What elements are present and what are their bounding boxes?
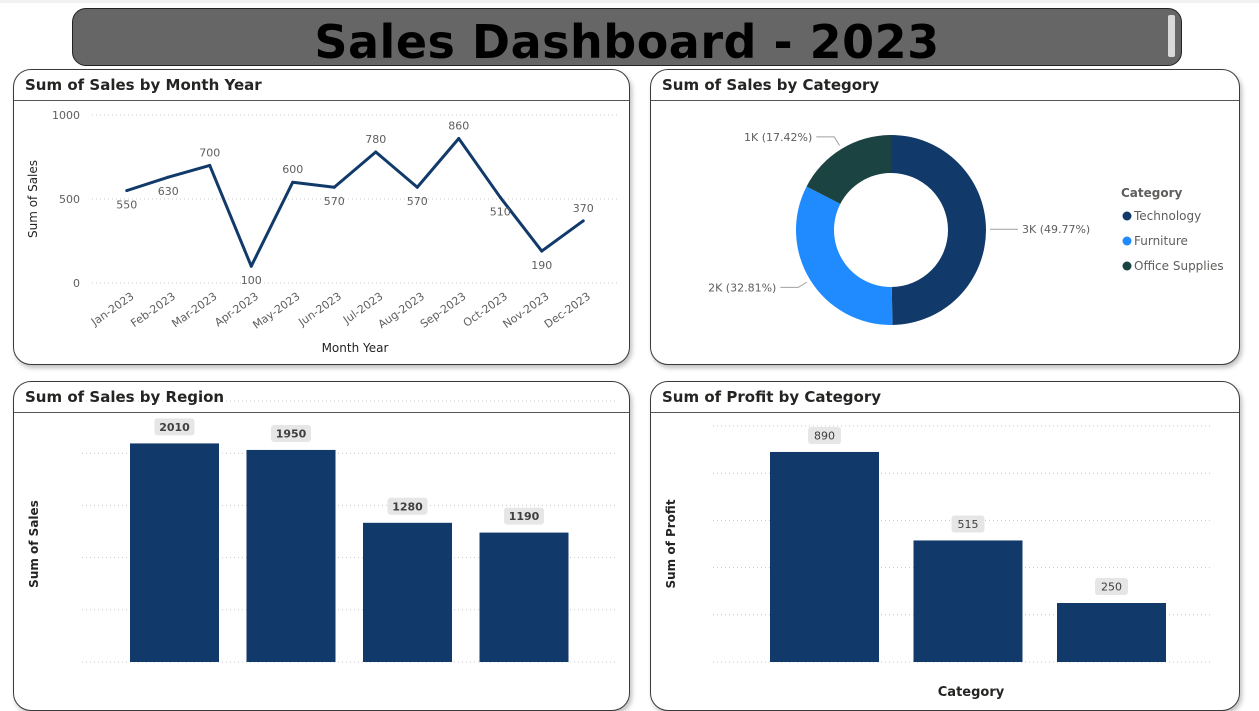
data-label-background [504,507,544,525]
data-label: 860 [448,120,469,133]
dashboard-banner: Sales Dashboard - 2023 [72,8,1182,69]
x-tick-label: Mar-2023 [169,290,219,330]
bar [1057,603,1166,662]
line-point [374,150,378,154]
data-label-background [1095,578,1128,595]
y-tick-label: 500 [59,193,80,206]
profit-by-category-card[interactable]: 890 515 250 Sum of Profit Category Sum of Pr… [650,381,1240,711]
sales-by-month-chart: 0 500 1000 550 630 700 100 600 570 780 570 860 510 19… [26,109,620,355]
profit-by-category-chart: 890 515 250 Sum of Profit Category [664,425,1211,700]
sales-by-category-title: Sum of Sales by Category [651,70,1239,101]
y-tick-label: 1000 [52,109,80,122]
bar [479,532,569,662]
data-label: 1950 [276,427,307,440]
leader-line [816,136,840,146]
data-label: 515 [958,518,979,531]
x-tick-label: Sep-2023 [418,290,469,331]
data-label-background [271,424,311,442]
banner-scrollbar[interactable] [1168,15,1175,57]
sales-by-category-chart: 3K (49.77%) 2K (32.81%) 1K (17.42%) Categor… [708,131,1224,325]
line-point [581,219,585,223]
x-tick-label: Aug-2023 [376,290,427,331]
x-tick-label: Feb-2023 [128,290,178,330]
x-tick-label: Jun-2023 [295,290,344,329]
line-point [291,180,295,184]
bar [363,522,452,662]
bar [130,443,219,662]
line-point [457,137,461,141]
data-label-background [387,497,428,515]
y-axis-title: Sum of Sales [26,160,40,238]
line-point [125,189,129,193]
slice-data-label: 1K (17.42%) [744,131,812,144]
leader-line [780,281,808,288]
bar [770,451,879,662]
sales-by-month-title: Sum of Sales by Month Year [14,70,629,101]
donut-slice [891,135,987,325]
donut-slice [806,135,891,204]
legend-title: Category [1121,186,1183,200]
data-label-background [808,426,841,444]
data-label-background [951,515,985,533]
legend-item: Technology [1133,209,1201,223]
top-edge [0,0,1259,3]
data-label-background [154,418,195,436]
line-point [540,249,544,253]
data-label: 510 [490,205,511,218]
dashboard-title: Sales Dashboard - 2023 [314,15,940,69]
y-axis-title: Sum of Profit [664,499,678,588]
slice-data-label: 2K (32.81%) [708,281,776,294]
line-point [208,163,212,167]
x-axis-title: Month Year [322,341,389,355]
data-label: 370 [573,202,594,215]
bar [246,449,336,662]
line-point [415,185,419,189]
data-label: 890 [814,429,835,442]
line-point [166,175,170,179]
data-label: 1190 [509,510,540,523]
data-label: 250 [1101,581,1122,594]
sales-by-region-chart: 2010 1950 1280 1190 Sum of Sales [27,400,617,663]
sales-by-region-title: Sum of Sales by Region [14,382,629,413]
slice-data-label: 3K (49.77%) [1022,223,1090,236]
y-axis-title: Sum of Sales [27,500,41,588]
data-label: 100 [241,274,262,287]
sales-by-region-card[interactable]: 2010 1950 1280 1190 Sum of Sales Sum of Sale… [13,381,630,711]
profit-by-category-title: Sum of Profit by Category [651,382,1239,413]
sales-line [126,137,585,268]
legend-item: Office Supplies [1134,259,1224,273]
data-label: 1280 [392,500,423,513]
data-label: 780 [365,133,386,146]
y-tick-label: 0 [73,277,80,290]
x-tick-label: Dec-2023 [542,290,593,331]
data-label: 700 [199,146,220,159]
legend-marker [1122,211,1132,221]
data-label: 570 [324,195,345,208]
data-label: 600 [282,163,303,176]
sales-by-category-card[interactable]: 3K (49.77%) 2K (32.81%) 1K (17.42%) Categor… [650,69,1240,365]
legend-marker [1122,236,1132,246]
legend-marker [1122,261,1132,271]
line-point [498,195,502,199]
data-label: 190 [531,259,552,272]
legend-item: Furniture [1134,234,1188,248]
x-tick-label: May-2023 [250,290,302,332]
line-point [332,185,336,189]
data-label: 2010 [159,421,190,434]
x-tick-label: Jan-2023 [88,290,136,329]
line-point [249,264,253,268]
data-label: 550 [116,199,137,212]
sales-by-month-card[interactable]: 0 500 1000 550 630 700 100 600 570 780 570 860 510 19… [13,69,630,365]
x-axis-title: Category [938,685,1005,700]
data-label: 630 [158,185,179,198]
donut-slice [796,186,893,325]
data-label: 570 [407,195,428,208]
bar [913,540,1023,662]
